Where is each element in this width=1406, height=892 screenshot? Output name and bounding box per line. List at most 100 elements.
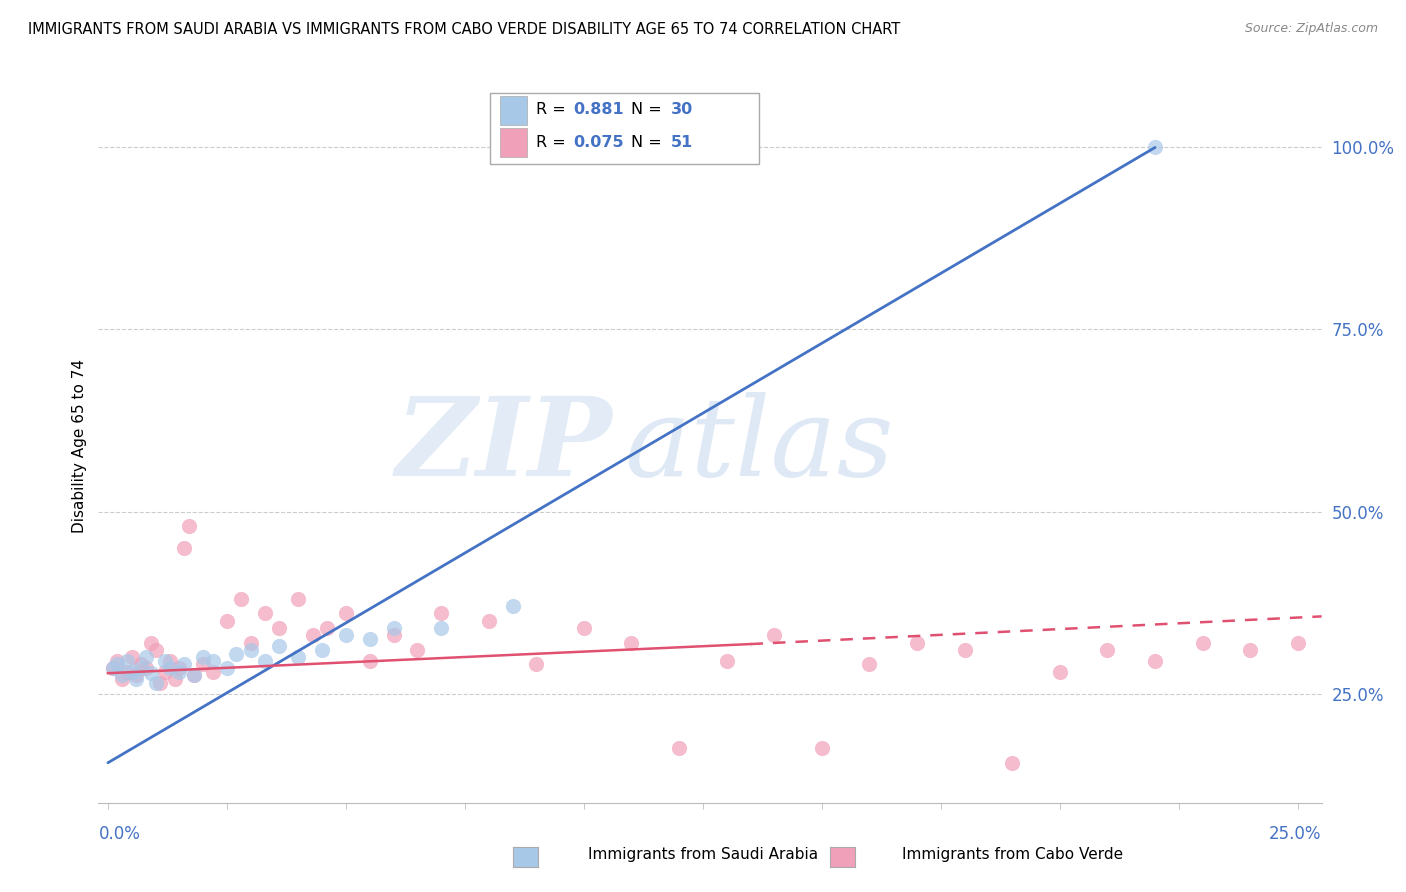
Text: IMMIGRANTS FROM SAUDI ARABIA VS IMMIGRANTS FROM CABO VERDE DISABILITY AGE 65 TO : IMMIGRANTS FROM SAUDI ARABIA VS IMMIGRAN… xyxy=(28,22,900,37)
Point xyxy=(253,607,276,621)
Point xyxy=(502,599,524,614)
Point xyxy=(335,607,357,621)
Point xyxy=(1097,643,1119,657)
Point xyxy=(173,541,195,555)
Point xyxy=(524,657,547,672)
Point xyxy=(953,643,976,657)
Point xyxy=(153,654,176,668)
Point xyxy=(1001,756,1024,770)
Point xyxy=(1049,665,1071,679)
Text: N =: N = xyxy=(630,136,666,150)
Text: 0.075: 0.075 xyxy=(574,136,624,150)
Point xyxy=(201,665,224,679)
Point xyxy=(129,657,152,672)
Point xyxy=(173,657,195,672)
Point xyxy=(858,657,880,672)
Point xyxy=(125,668,148,682)
Text: ZIP: ZIP xyxy=(395,392,612,500)
Point xyxy=(668,741,690,756)
Point xyxy=(149,675,172,690)
Point xyxy=(382,628,405,642)
Point xyxy=(163,672,186,686)
Point xyxy=(145,643,167,657)
Point xyxy=(145,675,167,690)
Point xyxy=(478,614,501,628)
Point xyxy=(359,654,381,668)
Point xyxy=(111,672,134,686)
Point xyxy=(135,650,157,665)
FancyBboxPatch shape xyxy=(499,96,527,125)
FancyBboxPatch shape xyxy=(489,93,759,164)
Point xyxy=(159,654,181,668)
Text: R =: R = xyxy=(536,103,571,118)
Point xyxy=(225,647,247,661)
Text: 51: 51 xyxy=(671,136,693,150)
Text: Source: ZipAtlas.com: Source: ZipAtlas.com xyxy=(1244,22,1378,36)
Point xyxy=(716,654,738,668)
Point xyxy=(115,654,138,668)
Point xyxy=(111,668,134,682)
Point xyxy=(177,519,200,533)
Point xyxy=(139,666,162,681)
Text: atlas: atlas xyxy=(624,392,894,500)
Point xyxy=(1144,140,1167,154)
Point xyxy=(159,661,181,675)
Point xyxy=(620,635,643,649)
Text: N =: N = xyxy=(630,103,666,118)
Point xyxy=(191,657,214,672)
Point xyxy=(129,661,152,675)
Text: 25.0%: 25.0% xyxy=(1270,825,1322,843)
Point xyxy=(215,661,238,675)
Point xyxy=(183,668,205,682)
Point xyxy=(125,672,148,686)
Point xyxy=(183,668,205,682)
Y-axis label: Disability Age 65 to 74: Disability Age 65 to 74 xyxy=(72,359,87,533)
Point xyxy=(201,654,224,668)
Point xyxy=(121,650,143,665)
Point xyxy=(763,628,786,642)
Point xyxy=(231,591,253,606)
Point xyxy=(406,643,429,657)
Point xyxy=(101,661,124,675)
Point xyxy=(335,628,357,642)
Text: 30: 30 xyxy=(671,103,693,118)
Point xyxy=(1239,643,1261,657)
Point xyxy=(311,643,333,657)
Point xyxy=(1191,635,1213,649)
Text: Immigrants from Cabo Verde: Immigrants from Cabo Verde xyxy=(901,847,1123,862)
Text: R =: R = xyxy=(536,136,571,150)
Point xyxy=(430,607,453,621)
Point xyxy=(1286,635,1309,649)
Point xyxy=(301,628,323,642)
Point xyxy=(153,665,176,679)
Point xyxy=(115,665,138,679)
Point xyxy=(215,614,238,628)
Point xyxy=(572,621,595,635)
Point xyxy=(139,635,162,649)
Point xyxy=(359,632,381,646)
Point xyxy=(169,665,191,679)
Point xyxy=(905,635,928,649)
Point xyxy=(169,661,191,675)
Point xyxy=(287,591,309,606)
Point xyxy=(430,621,453,635)
Point xyxy=(239,635,262,649)
Text: 0.881: 0.881 xyxy=(574,103,624,118)
Point xyxy=(239,643,262,657)
Point xyxy=(811,741,834,756)
Point xyxy=(382,621,405,635)
Point xyxy=(101,661,124,675)
Point xyxy=(269,621,291,635)
Point xyxy=(107,654,129,668)
Text: 0.0%: 0.0% xyxy=(98,825,141,843)
Point xyxy=(107,657,129,672)
Point xyxy=(135,661,157,675)
FancyBboxPatch shape xyxy=(499,128,527,157)
Point xyxy=(287,650,309,665)
Point xyxy=(315,621,337,635)
Point xyxy=(253,654,276,668)
Point xyxy=(191,650,214,665)
Point xyxy=(269,639,291,653)
Point xyxy=(1144,654,1167,668)
Text: Immigrants from Saudi Arabia: Immigrants from Saudi Arabia xyxy=(588,847,818,862)
